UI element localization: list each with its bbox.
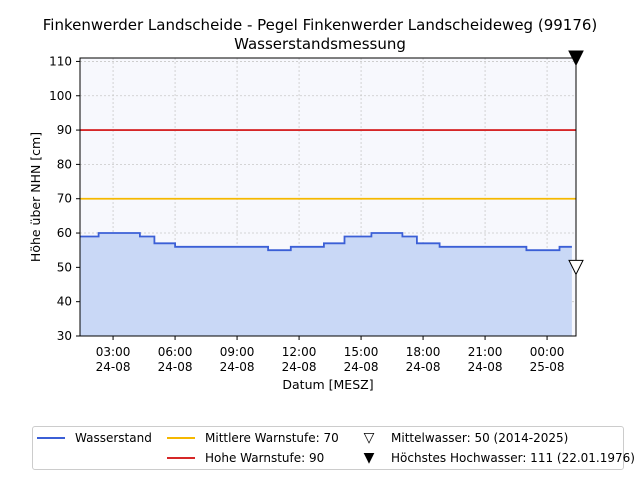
x-tick-label: 06:00	[158, 345, 193, 359]
y-tick-label: 70	[57, 192, 72, 206]
y-tick-label: 90	[57, 123, 72, 137]
x-tick-label: 24-08	[220, 360, 255, 374]
series-area-fill	[80, 233, 572, 336]
legend-line-icon	[167, 437, 195, 439]
legend-item-wasserstand: Wasserstand	[37, 431, 152, 445]
x-tick-label: 09:00	[220, 345, 255, 359]
x-tick-label: 24-08	[406, 360, 441, 374]
x-tick-label: 24-08	[282, 360, 317, 374]
legend-line-icon	[37, 437, 65, 439]
chart-title: Finkenwerder Landscheide - Pegel Finkenw…	[42, 16, 598, 34]
y-tick-label: 110	[49, 54, 72, 68]
x-tick-label: 12:00	[282, 345, 317, 359]
plot-frame	[79, 57, 577, 337]
x-axis-label: Datum [MESZ]	[282, 377, 373, 392]
y-tick-label: 60	[57, 226, 72, 240]
legend-label: Wasserstand	[75, 431, 152, 445]
x-tick-label: 21:00	[468, 345, 503, 359]
legend-line-icon	[167, 457, 195, 459]
legend-label: Mittlere Warnstufe: 70	[205, 431, 339, 445]
legend-item-hohe-warnstufe: Hohe Warnstufe: 90	[167, 451, 324, 465]
y-tick-label: 40	[57, 295, 72, 309]
x-tick-label: 18:00	[406, 345, 441, 359]
x-tick-label: 00:00	[530, 345, 565, 359]
y-tick-label: 30	[57, 329, 72, 343]
legend-item-mittlere-warnstufe: Mittlere Warnstufe: 70	[167, 431, 339, 445]
x-tick-label: 24-08	[158, 360, 193, 374]
legend-item-mittelwasser: ▽ Mittelwasser: 50 (2014-2025)	[355, 430, 569, 446]
x-tick-label: 03:00	[96, 345, 131, 359]
legend-label: Hohe Warnstufe: 90	[205, 451, 325, 465]
legend-item-hochwasser: ▼ Höchstes Hochwasser: 111 (22.01.1976)	[355, 451, 635, 465]
series-line-wasserstand	[80, 232, 572, 252]
water-level-chart: 3040506070809010011003:0024-0806:0024-08…	[28, 50, 584, 392]
y-tick-label: 80	[57, 157, 72, 171]
legend-label: Höchstes Hochwasser: 111 (22.01.1976)	[391, 451, 635, 465]
y-tick-label: 50	[57, 260, 72, 274]
open-triangle-icon: ▽	[363, 430, 375, 446]
chart-subtitle: Wasserstandsmessung	[234, 35, 406, 53]
chart-legend: Wasserstand Mittlere Warnstufe: 70 Hohe …	[32, 426, 635, 470]
x-tick-label: 25-08	[530, 360, 565, 374]
x-tick-label: 24-08	[344, 360, 379, 374]
legend-label: Mittelwasser: 50 (2014-2025)	[391, 431, 569, 445]
filled-triangle-icon: ▼	[363, 450, 375, 466]
x-tick-label: 24-08	[468, 360, 503, 374]
y-axis-label: Höhe über NHN [cm]	[28, 132, 43, 262]
mittelwasser-marker-icon	[568, 259, 584, 276]
x-tick-label: 24-08	[96, 360, 131, 374]
hochwasser-marker-icon	[568, 50, 584, 67]
x-tick-label: 15:00	[344, 345, 379, 359]
y-tick-label: 100	[49, 89, 72, 103]
